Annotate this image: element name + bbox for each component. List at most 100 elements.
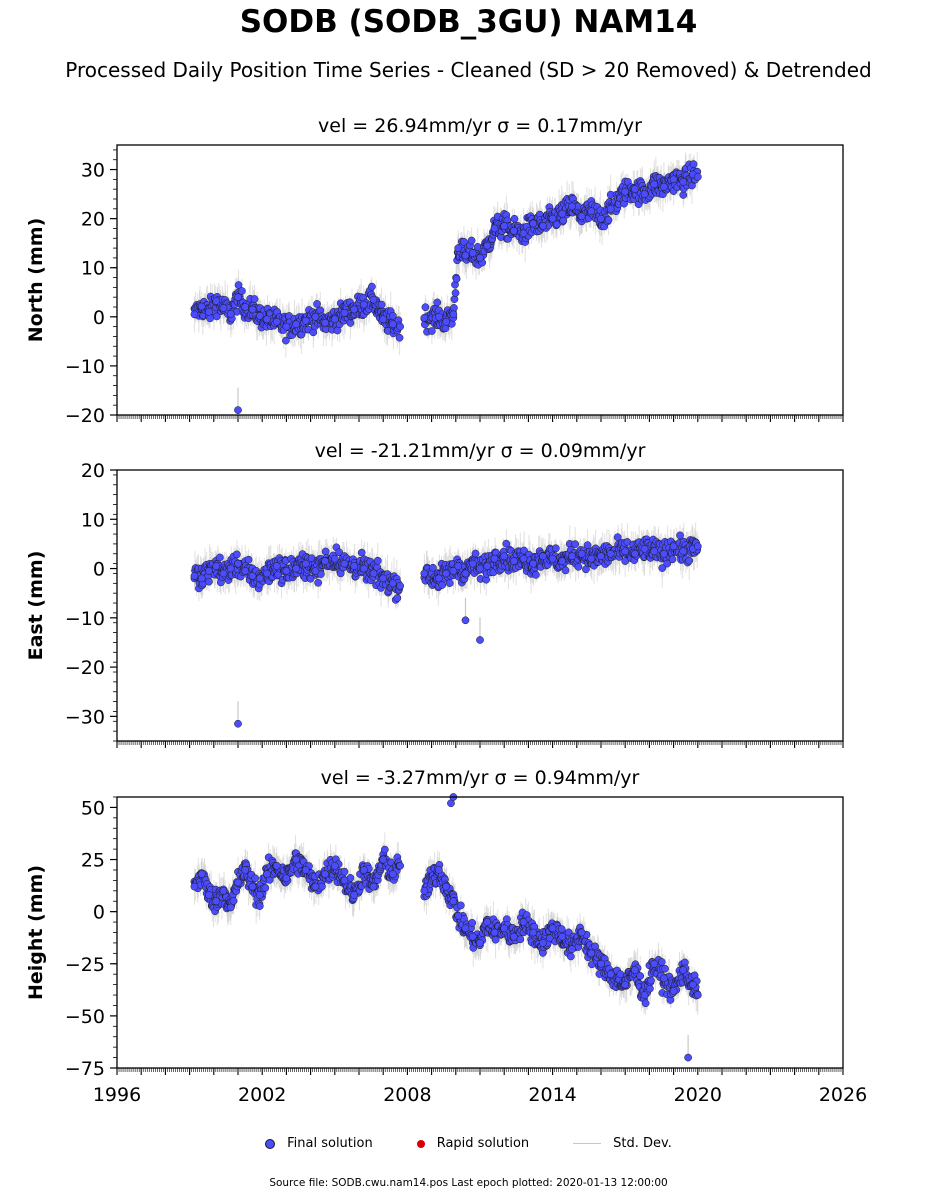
final-solution-point xyxy=(234,293,242,302)
final-solution-point xyxy=(510,557,518,566)
final-solution-point xyxy=(597,552,605,561)
final-solution-point xyxy=(292,564,300,573)
final-solution-point xyxy=(490,554,499,563)
final-solution-point xyxy=(248,572,257,580)
final-solution-point xyxy=(658,564,667,572)
y-tick-label: 20 xyxy=(81,460,105,482)
final-solution-point xyxy=(346,319,355,327)
final-solution-point xyxy=(568,552,576,561)
y-axis-label: Height (mm) xyxy=(25,865,47,1000)
final-solution-point xyxy=(640,544,649,553)
final-solution-point xyxy=(234,281,243,289)
final-solution-point xyxy=(350,562,359,570)
final-solution-point xyxy=(368,282,376,291)
final-solution-point xyxy=(583,541,592,549)
final-solution-point xyxy=(396,581,404,590)
final-solution-point xyxy=(669,175,678,184)
final-solution-point xyxy=(219,569,228,578)
final-solution-point xyxy=(442,569,450,578)
final-solution-point xyxy=(445,579,454,587)
final-solution-point xyxy=(389,320,397,329)
y-tick-label: −20 xyxy=(65,405,105,427)
final-solution-point xyxy=(282,567,291,575)
final-solution-point xyxy=(429,563,437,572)
final-solution-point xyxy=(660,549,668,558)
final-solution-point xyxy=(483,241,492,250)
final-solution-point xyxy=(321,557,329,566)
final-solution-point xyxy=(212,297,221,305)
final-solution-point xyxy=(311,312,320,321)
final-solution-point xyxy=(510,214,519,223)
y-tick-label: 10 xyxy=(81,258,105,280)
axes-frame xyxy=(116,469,844,742)
final-solution-point xyxy=(359,300,368,309)
final-solution-point xyxy=(640,190,649,198)
final-solution-point xyxy=(676,531,684,540)
final-solution-point xyxy=(539,552,547,561)
final-solution-point xyxy=(263,315,271,324)
final-solution-point xyxy=(693,173,702,181)
final-solution-point xyxy=(369,569,378,578)
final-solution-point xyxy=(263,569,271,578)
final-solution-point xyxy=(621,187,630,196)
final-solution-point xyxy=(460,237,468,246)
final-solution-point xyxy=(340,559,349,568)
final-solution-point xyxy=(255,574,264,583)
final-solution-point xyxy=(340,309,349,317)
figure-title: SODB (SODB_3GU) NAM14 xyxy=(239,4,698,40)
final-solution-point xyxy=(428,327,436,335)
y-tick-label: 0 xyxy=(93,307,105,329)
y-tick-label: −10 xyxy=(65,608,105,630)
y-tick-label: 10 xyxy=(81,509,105,531)
final-solution-point xyxy=(313,300,321,308)
final-solution-point xyxy=(306,574,315,583)
final-solution-point xyxy=(421,303,430,312)
final-solution-point xyxy=(685,556,694,565)
final-solution-point xyxy=(272,562,281,570)
final-solution-point xyxy=(389,579,397,588)
final-solution-point xyxy=(490,224,499,233)
final-solution-point xyxy=(449,567,458,575)
final-solution-point xyxy=(282,322,291,331)
axes-frame xyxy=(116,144,844,416)
final-solution-point xyxy=(693,542,702,551)
final-solution-point xyxy=(233,550,241,559)
final-solution-point xyxy=(301,316,310,325)
final-solution-point xyxy=(314,578,322,587)
final-solution-point xyxy=(461,616,470,625)
final-solution-point xyxy=(597,214,605,223)
final-solution-point xyxy=(631,549,639,558)
final-solution-point xyxy=(529,219,538,228)
final-solution-point xyxy=(650,547,659,556)
final-solution-point xyxy=(548,554,557,563)
panel-title: vel = -3.27mm/yr σ = 0.94mm/yr xyxy=(321,767,640,789)
final-solution-point xyxy=(379,315,388,324)
final-solution-point xyxy=(301,559,310,568)
final-solution-point xyxy=(577,212,586,221)
final-solution-point xyxy=(568,202,576,211)
final-solution-point xyxy=(205,577,213,586)
final-solution-point xyxy=(282,336,290,345)
final-solution-point xyxy=(330,554,339,563)
final-solution-point xyxy=(454,562,463,570)
final-solution-point xyxy=(226,564,235,573)
final-solution-point xyxy=(190,310,199,319)
y-axis-label: North (mm) xyxy=(25,218,47,343)
final-solution-point xyxy=(679,547,688,556)
final-solution-point xyxy=(510,227,518,235)
final-solution-point xyxy=(393,594,402,602)
final-solution-point xyxy=(435,574,443,583)
final-solution-point xyxy=(442,317,450,326)
final-solution-point xyxy=(621,547,630,556)
final-solution-point xyxy=(241,567,250,575)
final-solution-point xyxy=(226,310,235,318)
final-solution-point xyxy=(668,555,677,564)
final-solution-point xyxy=(216,553,224,562)
final-solution-point xyxy=(255,311,264,320)
final-solution-point xyxy=(529,559,538,568)
final-solution-point xyxy=(471,549,480,558)
final-solution-point xyxy=(420,569,429,578)
final-solution-point xyxy=(519,229,528,238)
final-solution-point xyxy=(219,304,228,312)
final-solution-point xyxy=(321,547,330,556)
